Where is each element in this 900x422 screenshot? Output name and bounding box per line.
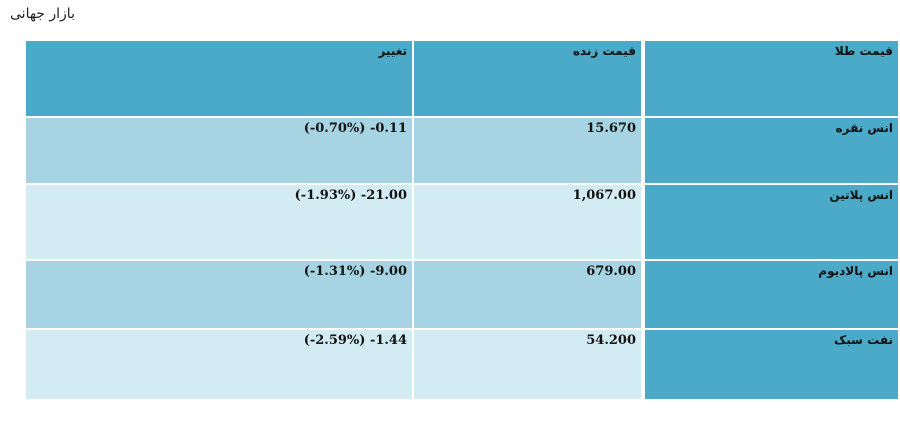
row-change-value: (-1.31%) -9.00 bbox=[303, 264, 407, 279]
row-price-value: 54.200 bbox=[586, 333, 636, 348]
row-change-value: (-1.93%) -21.00 bbox=[294, 188, 407, 203]
row-change: (-0.70%) -0.11 bbox=[24, 118, 412, 185]
row-change-value: (-2.59%) -1.44 bbox=[303, 333, 407, 348]
row-change-value: (-0.70%) -0.11 bbox=[303, 121, 407, 136]
row-price: 15.670 bbox=[412, 118, 641, 185]
row-name: نفت سبک bbox=[641, 330, 898, 401]
row-price-value: 15.670 bbox=[586, 121, 636, 136]
table-row: انس پالادیوم 679.00 (-1.31%) -9.00 bbox=[24, 261, 898, 330]
table-header-row: قیمت طلا قیمت زنده تغییر bbox=[24, 41, 898, 118]
table-row: انس نقره 15.670 (-0.70%) -0.11 bbox=[24, 118, 898, 185]
header-gold-price: قیمت طلا bbox=[641, 41, 898, 118]
row-price: 1,067.00 bbox=[412, 185, 641, 261]
header-live-price: قیمت زنده bbox=[412, 41, 641, 118]
row-name: انس پلاتین bbox=[641, 185, 898, 261]
page-title: بازار جهانی bbox=[10, 6, 75, 22]
header-change: تغییر bbox=[24, 41, 412, 118]
row-name: انس پالادیوم bbox=[641, 261, 898, 330]
row-price-value: 1,067.00 bbox=[572, 188, 636, 203]
row-price-value: 679.00 bbox=[586, 264, 636, 279]
row-price: 679.00 bbox=[412, 261, 641, 330]
row-price: 54.200 bbox=[412, 330, 641, 401]
table-row: انس پلاتین 1,067.00 (-1.93%) -21.00 bbox=[24, 185, 898, 261]
row-change: (-1.93%) -21.00 bbox=[24, 185, 412, 261]
row-change: (-2.59%) -1.44 bbox=[24, 330, 412, 401]
table-row: نفت سبک 54.200 (-2.59%) -1.44 bbox=[24, 330, 898, 401]
row-change: (-1.31%) -9.00 bbox=[24, 261, 412, 330]
row-name: انس نقره bbox=[641, 118, 898, 185]
world-market-table: قیمت طلا قیمت زنده تغییر انس نقره 15.670… bbox=[24, 41, 898, 401]
